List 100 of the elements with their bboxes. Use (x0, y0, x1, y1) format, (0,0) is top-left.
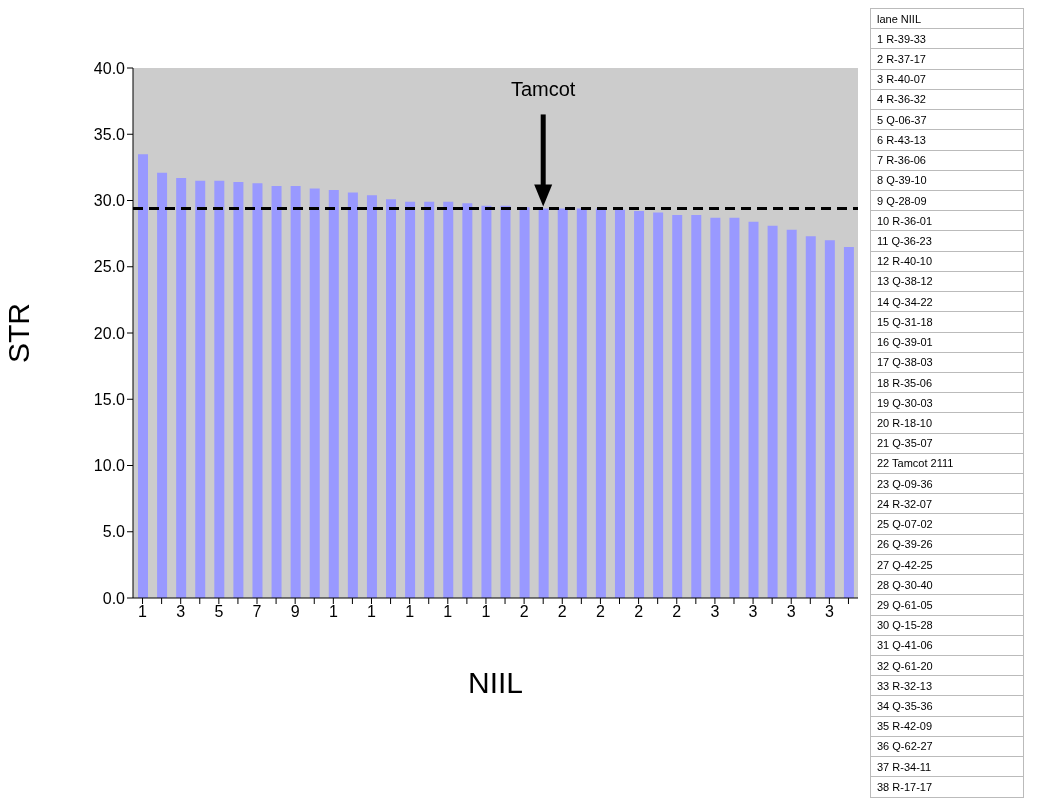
text: 35 R-42-09 (870, 716, 1024, 737)
text: 6 R-43-13 (870, 129, 1024, 151)
bar (366, 195, 377, 598)
x-tick-label: 2 (634, 603, 644, 621)
text: 30 Q-15-28 (870, 615, 1024, 636)
text: 17 Q-38-03 (870, 352, 1024, 373)
text: 37 R-34-11 (870, 756, 1024, 777)
bar (214, 180, 225, 598)
bar (653, 212, 664, 598)
text: 15 Q-31-18 (870, 311, 1024, 332)
text: 26 Q-39-26 (870, 534, 1024, 555)
bar (691, 215, 702, 598)
bar (519, 207, 530, 598)
x-tick-label: 2 (595, 603, 605, 621)
y-tick-label: 20.0 (93, 324, 126, 342)
x-tick-label: 1 (481, 603, 491, 621)
text: 36 Q-62-27 (870, 736, 1024, 757)
x-tick-label: 2 (557, 603, 567, 621)
bar (557, 208, 568, 598)
x-tick-label: 3 (748, 603, 758, 621)
bar (576, 208, 587, 598)
bar (386, 199, 397, 598)
text: 19 Q-30-03 (870, 392, 1024, 413)
bar (424, 201, 435, 598)
text: 10 R-36-01 (870, 210, 1024, 231)
bar (328, 189, 339, 598)
bar (252, 183, 263, 598)
text: 1 R-39-33 (870, 28, 1024, 49)
bar (672, 215, 683, 598)
text: 23 Q-09-36 (870, 473, 1024, 494)
x-tick-label: 1 (367, 603, 377, 621)
text: 33 R-32-13 (870, 675, 1024, 696)
bar (233, 181, 244, 598)
x-tick-label: 1 (328, 603, 338, 621)
bar (405, 201, 416, 598)
text: 28 Q-30-40 (870, 574, 1024, 595)
x-tick-label: 1 (405, 603, 415, 621)
text: 18 R-35-06 (870, 372, 1024, 393)
bar (614, 209, 625, 598)
bar (843, 246, 854, 598)
text: 3 R-40-07 (870, 69, 1024, 90)
text: 29 Q-61-05 (870, 594, 1024, 616)
y-axis-title: STR (1, 303, 35, 363)
text: 12 R-40-10 (870, 251, 1024, 272)
bar (462, 203, 473, 598)
text: lane NIIL (870, 8, 1024, 29)
text: 20 R-18-10 (870, 412, 1024, 434)
y-tick-label: 5.0 (102, 523, 126, 541)
y-tick-label: 25.0 (93, 258, 126, 276)
x-tick-label: 1 (443, 603, 453, 621)
y-tick-label: 15.0 (93, 390, 126, 408)
text: 4 R-36-32 (870, 89, 1024, 110)
bar (290, 185, 301, 598)
text: 27 Q-42-25 (870, 554, 1024, 575)
text: 38 R-17-17 (870, 776, 1024, 798)
text: 7 R-36-06 (870, 150, 1024, 171)
y-tick-label: 40.0 (93, 59, 126, 77)
bar (634, 211, 645, 598)
x-tick-label: 5 (214, 603, 224, 621)
x-tick-label: 3 (710, 603, 720, 621)
x-tick-label: 3 (176, 603, 186, 621)
text: 34 Q-35-36 (870, 695, 1024, 717)
bar (271, 185, 282, 598)
bar (748, 221, 759, 598)
text: 22 Tamcot 2111 (870, 453, 1024, 474)
text: 24 R-32-07 (870, 493, 1024, 514)
x-tick-label: 2 (672, 603, 682, 621)
text: 14 Q-34-22 (870, 291, 1024, 312)
x-tick-label: 2 (519, 603, 529, 621)
text: 25 Q-07-02 (870, 513, 1024, 535)
bar (481, 205, 492, 598)
x-tick-label: 7 (252, 603, 262, 621)
bar (500, 205, 511, 598)
bar (157, 172, 168, 598)
text: 9 Q-28-09 (870, 190, 1024, 211)
bar (176, 177, 187, 598)
text: 13 Q-38-12 (870, 271, 1024, 292)
bar (786, 229, 797, 598)
bar (767, 225, 778, 598)
x-axis-title: NIIL (467, 666, 524, 699)
y-tick-label: 10.0 (93, 457, 126, 475)
bar (805, 236, 816, 598)
text: 11 Q-36-23 (870, 230, 1024, 252)
text: 5 Q-06-37 (870, 109, 1024, 130)
bar (347, 192, 358, 598)
x-tick-label: 9 (290, 603, 300, 621)
bar (309, 188, 320, 598)
x-tick-label: 3 (786, 603, 796, 621)
bar (443, 201, 454, 598)
bar (138, 154, 148, 598)
bar (710, 217, 721, 598)
bar (824, 240, 835, 598)
bar (195, 180, 206, 598)
text: 32 Q-61-20 (870, 655, 1024, 676)
x-tick-label: 1 (138, 603, 148, 621)
text: 31 Q-41-06 (870, 635, 1024, 656)
annotation: Tamcot (510, 78, 576, 101)
text: 16 Q-39-01 (870, 332, 1024, 353)
bar (729, 217, 740, 598)
x-tick-label: 3 (824, 603, 834, 621)
